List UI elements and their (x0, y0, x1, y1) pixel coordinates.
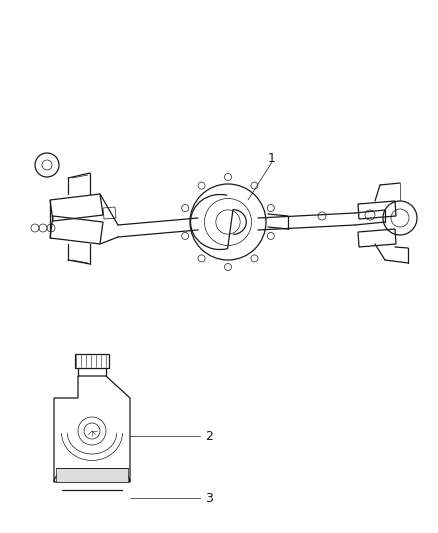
Text: 1: 1 (268, 151, 276, 165)
Circle shape (198, 182, 205, 189)
Polygon shape (56, 468, 128, 482)
Circle shape (318, 212, 326, 220)
Polygon shape (75, 354, 109, 368)
Polygon shape (54, 376, 130, 482)
Circle shape (251, 255, 258, 262)
Circle shape (251, 182, 258, 189)
Circle shape (198, 255, 205, 262)
Circle shape (182, 232, 189, 239)
Text: 3: 3 (205, 491, 213, 505)
Circle shape (225, 174, 232, 181)
Circle shape (267, 232, 274, 239)
Circle shape (267, 205, 274, 212)
Text: 2: 2 (205, 430, 213, 442)
Circle shape (225, 263, 232, 271)
Circle shape (182, 205, 189, 212)
